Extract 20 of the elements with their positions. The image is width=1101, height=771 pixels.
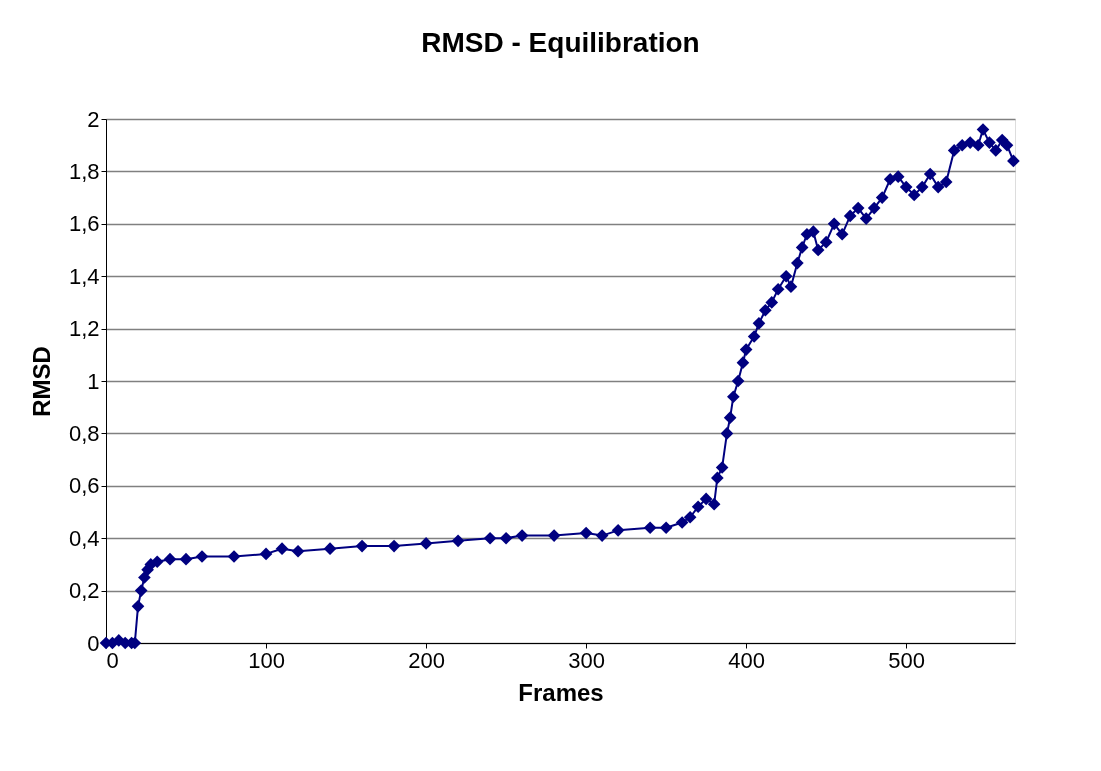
y-tick-label: 1 [87,368,100,394]
x-tick-label: 100 [248,647,285,673]
y-tick-label: 0,8 [68,420,100,446]
x-axis-title: Frames [518,678,604,706]
y-tick-label: 1,4 [68,263,100,289]
y-tick-label: 0,2 [68,578,100,604]
y-tick-label: 0,4 [68,525,100,551]
x-tick-label: 400 [728,647,765,673]
chart-title: RMSD - Equilibration [421,27,700,58]
x-tick-label: 0 [106,647,119,673]
x-tick-label: 500 [888,647,926,673]
y-tick-label: 0 [87,630,100,656]
y-axis-title: RMSD [27,346,55,417]
y-tick-label: 0,6 [68,473,100,499]
y-tick-label: 1,2 [68,316,100,342]
y-tick-label: 1,8 [68,158,100,184]
x-tick-label: 300 [568,647,605,673]
y-tick-label: 1,6 [68,211,100,237]
y-tick-label: 2 [87,106,100,132]
x-tick-label: 200 [408,647,445,673]
